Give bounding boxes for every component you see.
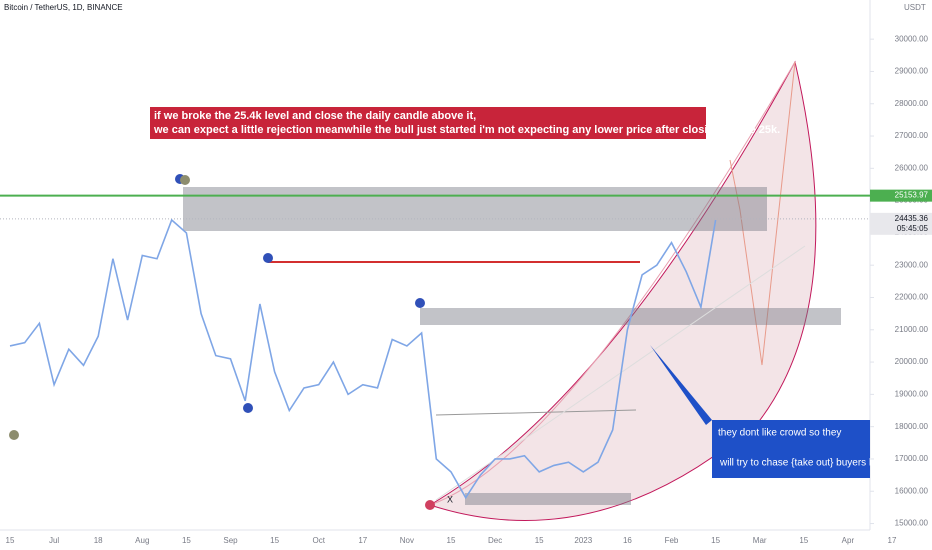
x-tick-label: 15 [799, 536, 808, 545]
y-tick-label: 21000.00 [895, 325, 929, 334]
annotation-box [150, 107, 706, 139]
annotation-text: will try to chase {take out} buyers befo… [719, 458, 898, 469]
annotation-text: they dont like crowd so they [718, 428, 841, 439]
projection-path [729, 61, 796, 366]
marker [180, 175, 190, 185]
annotation-text: X [447, 494, 453, 504]
x-tick-label: Oct [312, 536, 325, 545]
price-line [9, 218, 717, 500]
price-tag-label: 24435.36 [895, 214, 929, 223]
y-tick-label: 28000.00 [895, 99, 929, 108]
x-tick-label: 15 [447, 536, 456, 545]
marker [243, 403, 253, 413]
marker [425, 500, 435, 510]
y-tick-label: 30000.00 [895, 34, 929, 43]
y-tick-label: 29000.00 [895, 67, 929, 76]
x-tick-label: Jul [49, 536, 59, 545]
x-tick-label: 15 [711, 536, 720, 545]
price-tag [870, 189, 932, 202]
y-tick-label: 17000.00 [895, 454, 929, 463]
x-tick-label: 17 [888, 536, 897, 545]
x-tick-label: Apr [842, 536, 855, 545]
annotation-box [712, 420, 870, 478]
y-tick-label: 26000.00 [895, 163, 929, 172]
price-tag-label: 25153.97 [895, 191, 929, 200]
x-tick-label: 16 [623, 536, 632, 545]
x-tick-label: 2023 [574, 536, 592, 545]
x-tick-label: Aug [135, 536, 149, 545]
x-tick-label: 15 [182, 536, 191, 545]
y-tick-label: 18000.00 [895, 422, 929, 431]
y-tick-label: 16000.00 [895, 486, 929, 495]
price-tag [870, 212, 932, 235]
x-tick-label: Feb [665, 536, 679, 545]
axis-unit: USDT [904, 3, 926, 12]
x-tick-label: 15 [535, 536, 544, 545]
x-tick-label: 15 [270, 536, 279, 545]
x-tick-label: Mar [753, 536, 767, 545]
y-tick-label: 15000.00 [895, 519, 929, 528]
x-tick-label: Sep [223, 536, 238, 545]
y-tick-label: 22000.00 [895, 293, 929, 302]
x-tick-label: 17 [358, 536, 367, 545]
y-tick-label: 27000.00 [895, 131, 929, 140]
low-zone [465, 493, 631, 505]
chart-title: Bitcoin / TetherUS, 1D, BINANCE [4, 3, 123, 12]
marker [9, 430, 19, 440]
y-tick-label: 20000.00 [895, 357, 929, 366]
y-tick-label: 23000.00 [895, 260, 929, 269]
annotation-text: we can expect a little rejection meanwhi… [153, 124, 780, 136]
x-tick-label: 15 [6, 536, 15, 545]
range-line [435, 409, 637, 416]
y-tick-label: 19000.00 [895, 389, 929, 398]
countdown-label: 05:45:05 [897, 224, 929, 233]
annotation-text: if we broke the 25.4k level and close th… [154, 110, 476, 122]
x-tick-label: Nov [400, 536, 414, 545]
supply-zone [183, 187, 767, 231]
x-tick-label: 18 [94, 536, 103, 545]
x-tick-label: Dec [488, 536, 502, 545]
callout-pointer [650, 345, 712, 425]
marker [415, 298, 425, 308]
marker [263, 253, 273, 263]
